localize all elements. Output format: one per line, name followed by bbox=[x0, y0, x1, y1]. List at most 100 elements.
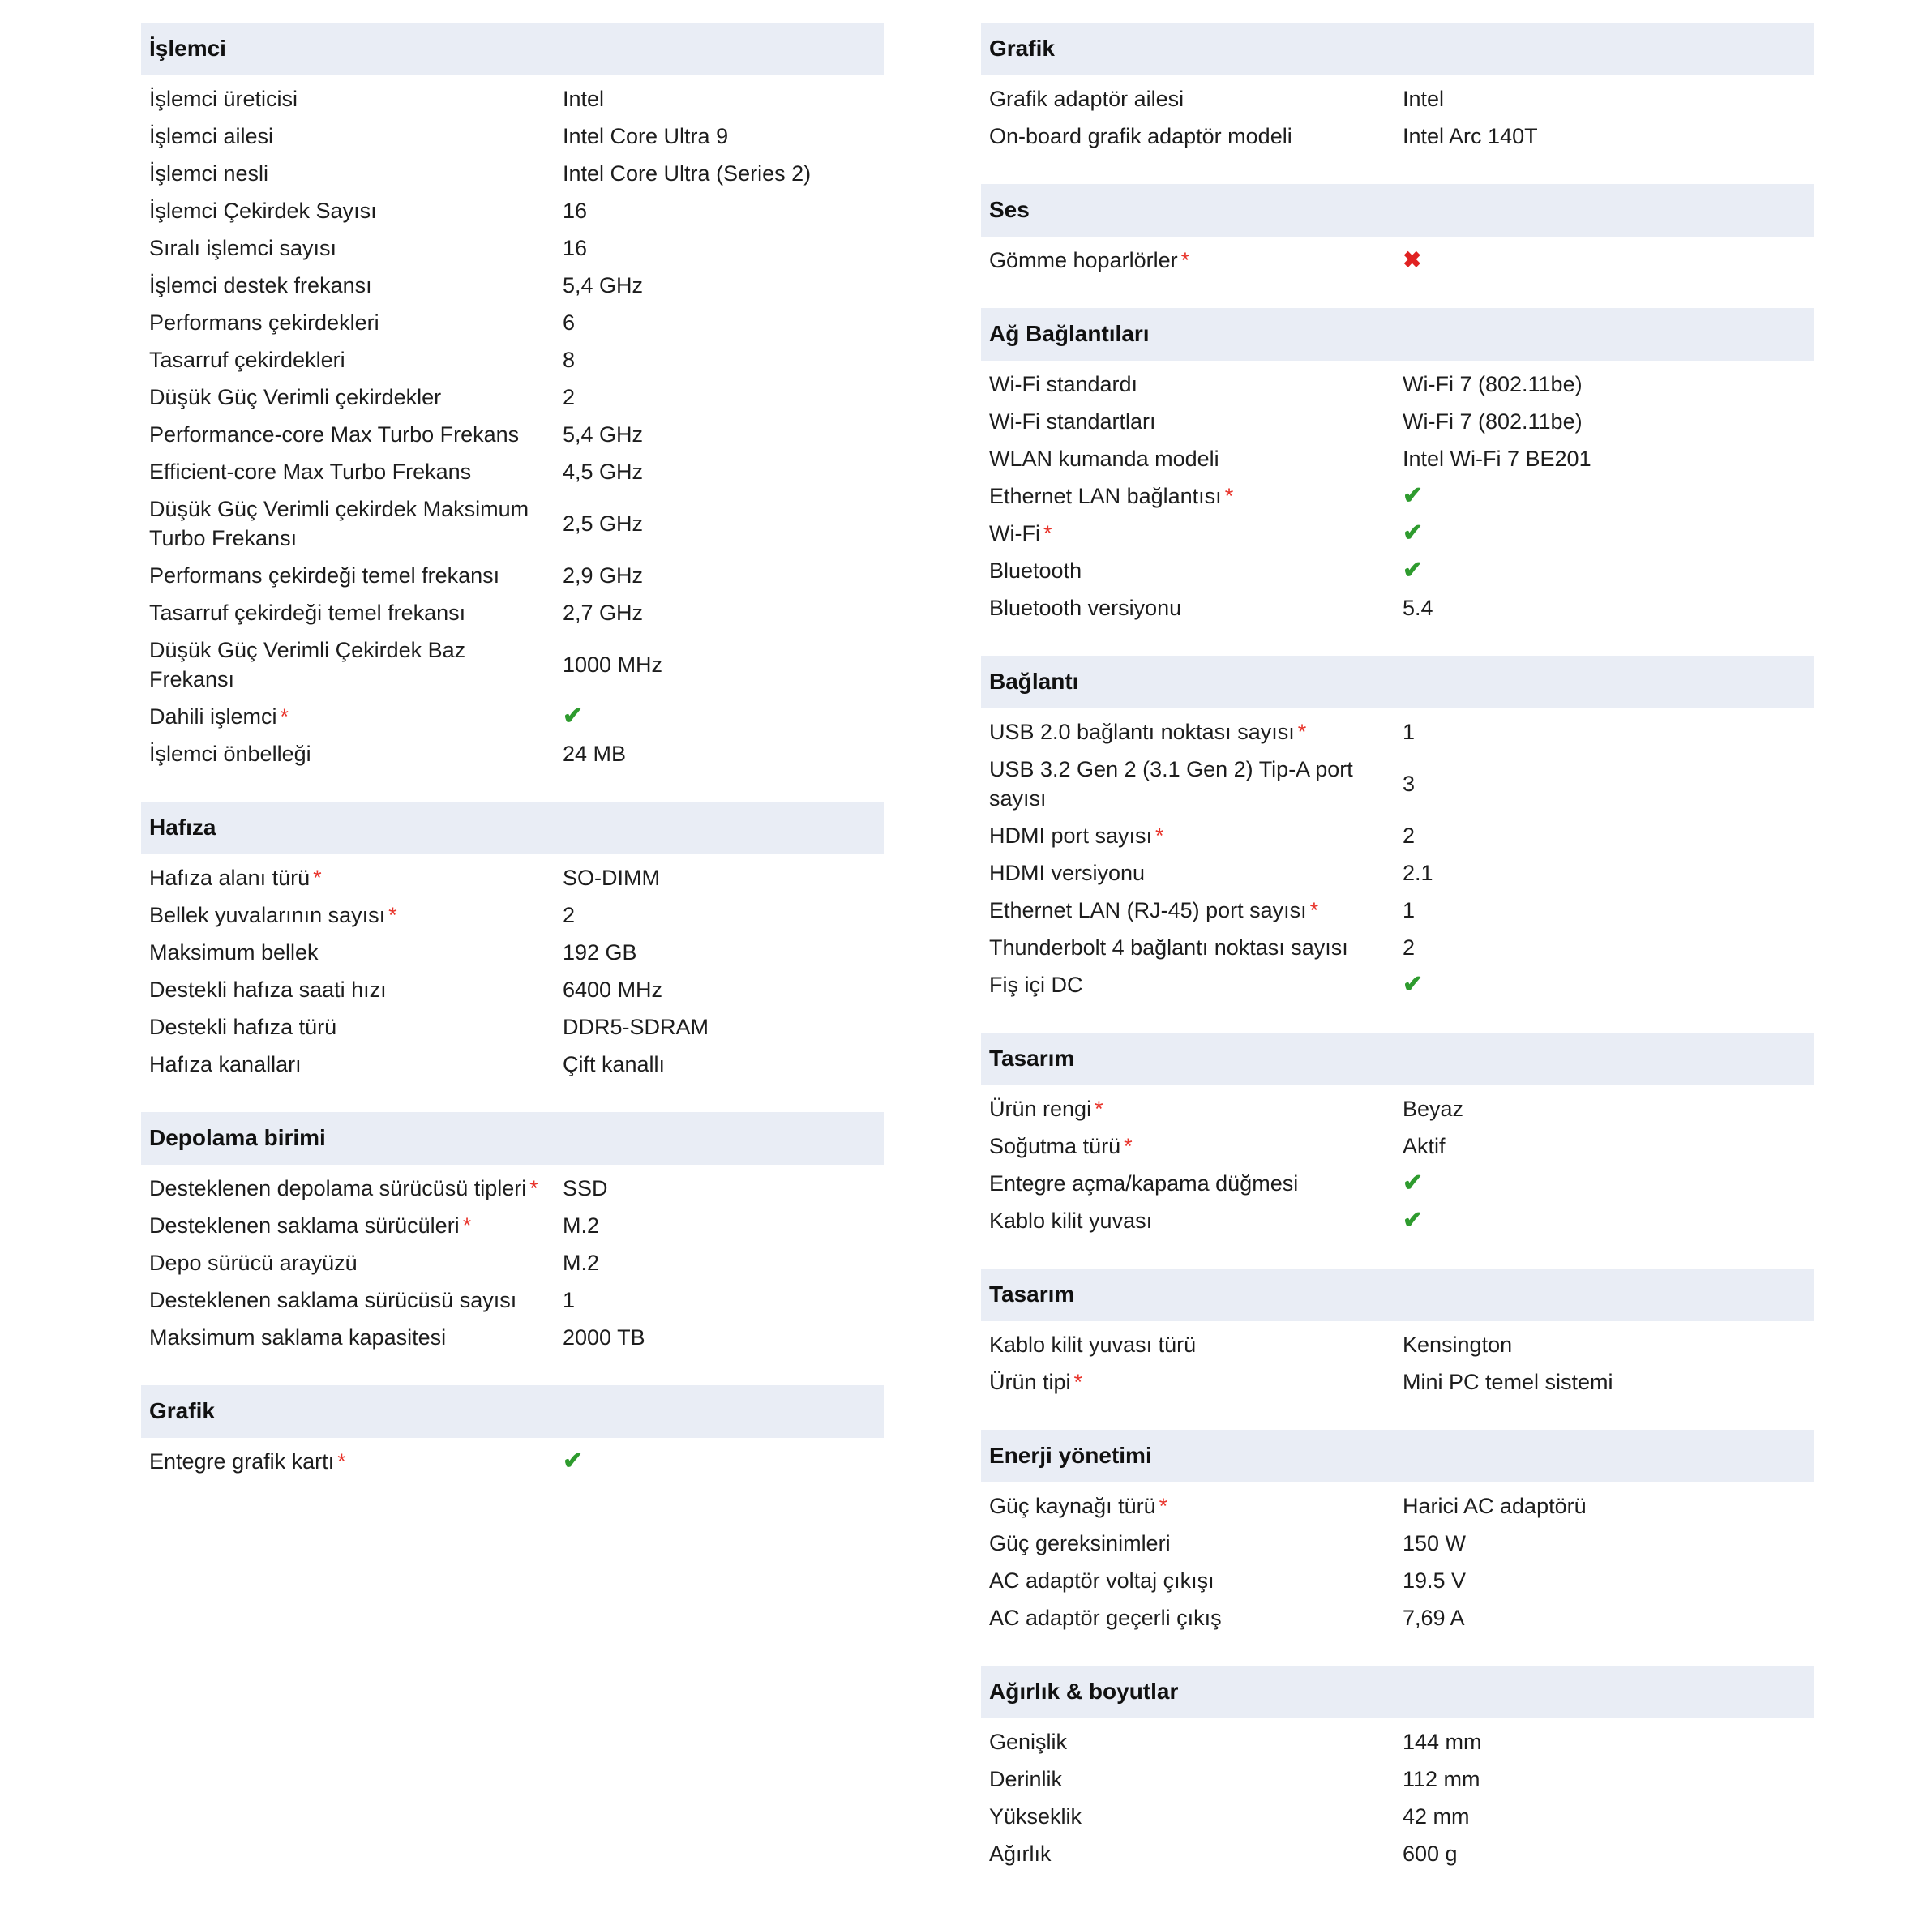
spec-label: HDMI versiyonu bbox=[989, 858, 1403, 888]
spec-label-text: Entegre grafik kartı bbox=[149, 1449, 335, 1474]
spec-label: USB 3.2 Gen 2 (3.1 Gen 2) Tip-A port say… bbox=[989, 755, 1403, 813]
spec-label-text: İşlemci nesli bbox=[149, 161, 269, 186]
spec-row: On-board grafik adaptör modeli Intel Arc … bbox=[981, 118, 1814, 155]
spec-section: Bağlantı USB 2.0 bağlantı noktası sayısı *… bbox=[981, 656, 1814, 1003]
check-icon: ✔ bbox=[563, 703, 584, 729]
spec-row: Yükseklik 42 mm bbox=[981, 1798, 1814, 1835]
spec-value-text: 2.1 bbox=[1403, 861, 1433, 885]
spec-value-text: 42 mm bbox=[1403, 1804, 1470, 1829]
spec-label: Wi-Fi * bbox=[989, 519, 1403, 548]
spec-row: İşlemci nesli Intel Core Ultra (Series 2) bbox=[141, 155, 884, 192]
spec-label: Yükseklik bbox=[989, 1802, 1403, 1831]
section-header: Bağlantı bbox=[981, 656, 1814, 708]
spec-label: Güç gereksinimleri bbox=[989, 1529, 1403, 1558]
spec-value-text: Kensington bbox=[1403, 1333, 1513, 1357]
spec-value-text: Aktif bbox=[1403, 1134, 1446, 1158]
spec-label: İşlemci ailesi bbox=[149, 122, 563, 151]
check-icon: ✔ bbox=[1403, 520, 1424, 546]
spec-value: Intel Arc 140T bbox=[1403, 122, 1806, 151]
spec-value: 1 bbox=[1403, 717, 1806, 747]
spec-label: USB 2.0 bağlantı noktası sayısı * bbox=[989, 717, 1403, 747]
spec-value: 6400 MHz bbox=[563, 975, 876, 1004]
spec-row: Sıralı işlemci sayısı 16 bbox=[141, 229, 884, 267]
spec-label-text: Genişlik bbox=[989, 1730, 1068, 1754]
spec-value: Çift kanallı bbox=[563, 1050, 876, 1079]
spec-value: Intel Core Ultra 9 bbox=[563, 122, 876, 151]
required-asterisk: * bbox=[1124, 1134, 1133, 1158]
spec-label: Sıralı işlemci sayısı bbox=[149, 233, 563, 263]
spec-row: İşlemci destek frekansı 5,4 GHz bbox=[141, 267, 884, 304]
spec-row: Hafıza alanı türü * SO-DIMM bbox=[141, 859, 884, 896]
spec-value: Intel Wi-Fi 7 BE201 bbox=[1403, 444, 1806, 473]
spec-value-text: 1 bbox=[563, 1288, 576, 1312]
section-header: Ağırlık & boyutlar bbox=[981, 1666, 1814, 1718]
required-asterisk: * bbox=[1297, 720, 1307, 744]
spec-value: Intel Core Ultra (Series 2) bbox=[563, 159, 876, 188]
spec-label-text: Dahili işlemci bbox=[149, 704, 277, 729]
section-header: Grafik bbox=[981, 23, 1814, 75]
spec-value: 19.5 V bbox=[1403, 1566, 1806, 1595]
spec-row: Performance-core Max Turbo Frekans 5,4 GH… bbox=[141, 416, 884, 453]
spec-value-text: 5,4 GHz bbox=[563, 273, 644, 297]
required-asterisk: * bbox=[1159, 1494, 1168, 1518]
spec-value-text: 112 mm bbox=[1403, 1767, 1480, 1791]
spec-row: Ethernet LAN bağlantısı * ✔ bbox=[981, 477, 1814, 515]
spec-label-text: Fiş içi DC bbox=[989, 973, 1083, 997]
spec-label: Destekli hafıza saati hızı bbox=[149, 975, 563, 1004]
spec-value: 5,4 GHz bbox=[563, 271, 876, 300]
spec-label: Ağırlık bbox=[989, 1839, 1403, 1868]
spec-value: SO-DIMM bbox=[563, 863, 876, 892]
spec-label-text: İşlemci üreticisi bbox=[149, 87, 298, 111]
spec-value-text: 19.5 V bbox=[1403, 1568, 1467, 1593]
spec-section: Grafik Grafik adaptör ailesi Intel On-board… bbox=[981, 23, 1814, 155]
section-header: Tasarım bbox=[981, 1269, 1814, 1321]
spec-value: 2.1 bbox=[1403, 858, 1806, 888]
spec-value: M.2 bbox=[563, 1248, 876, 1277]
spec-label: Fiş içi DC bbox=[989, 970, 1403, 999]
spec-value-text: 2,7 GHz bbox=[563, 601, 644, 625]
spec-value: 7,69 A bbox=[1403, 1603, 1806, 1632]
spec-row: Ethernet LAN (RJ-45) port sayısı * 1 bbox=[981, 892, 1814, 929]
spec-value: 6 bbox=[563, 308, 876, 337]
spec-label: AC adaptör geçerli çıkış bbox=[989, 1603, 1403, 1632]
spec-table: İşlemci İşlemci üreticisi Intel İşlemci ail… bbox=[141, 23, 1814, 1872]
spec-value-text: 150 W bbox=[1403, 1531, 1467, 1555]
spec-row: Dahili işlemci * ✔ bbox=[141, 698, 884, 735]
spec-label-text: USB 2.0 bağlantı noktası sayısı bbox=[989, 720, 1295, 744]
spec-row: Tasarruf çekirdekleri 8 bbox=[141, 341, 884, 379]
spec-label-text: Düşük Güç Verimli çekirdek Maksimum Turb… bbox=[149, 497, 529, 550]
spec-value: 42 mm bbox=[1403, 1802, 1806, 1831]
spec-row: Maksimum saklama kapasitesi 2000 TB bbox=[141, 1319, 884, 1356]
spec-label: Kablo kilit yuvası bbox=[989, 1206, 1403, 1235]
spec-value: ✖ bbox=[1403, 246, 1806, 275]
spec-value-text: Intel bbox=[1403, 87, 1445, 111]
required-asterisk: * bbox=[1073, 1370, 1083, 1394]
spec-label: Wi-Fi standartları bbox=[989, 407, 1403, 436]
spec-label-text: Desteklenen saklama sürücüsü sayısı bbox=[149, 1288, 517, 1312]
spec-value: ✔ bbox=[1403, 481, 1806, 511]
spec-section: Ağ Bağlantıları Wi-Fi standardı Wi-Fi 7 (8… bbox=[981, 308, 1814, 627]
spec-value-text: SO-DIMM bbox=[563, 866, 660, 890]
spec-label-text: WLAN kumanda modeli bbox=[989, 447, 1219, 471]
spec-label-text: Efficient-core Max Turbo Frekans bbox=[149, 460, 472, 484]
spec-value-text: 6 bbox=[563, 310, 576, 335]
section-header: Depolama birimi bbox=[141, 1112, 884, 1165]
spec-label: Düşük Güç Verimli çekirdek Maksimum Turb… bbox=[149, 494, 563, 553]
spec-row: Kablo kilit yuvası ✔ bbox=[981, 1202, 1814, 1239]
spec-row: HDMI versiyonu 2.1 bbox=[981, 854, 1814, 892]
spec-row: Tasarruf çekirdeği temel frekansı 2,7 GHz bbox=[141, 594, 884, 631]
spec-row: Gömme hoparlörler * ✖ bbox=[981, 242, 1814, 279]
spec-value-text: 2,5 GHz bbox=[563, 511, 644, 536]
spec-value: 112 mm bbox=[1403, 1765, 1806, 1794]
section-header: Ses bbox=[981, 184, 1814, 237]
spec-label: Ürün tipi * bbox=[989, 1367, 1403, 1397]
spec-row: Genişlik 144 mm bbox=[981, 1723, 1814, 1761]
spec-label: İşlemci Çekirdek Sayısı bbox=[149, 196, 563, 225]
section-rows: Kablo kilit yuvası türü Kensington Ürün ti… bbox=[981, 1321, 1814, 1401]
spec-row: Maksimum bellek 192 GB bbox=[141, 934, 884, 971]
check-icon: ✔ bbox=[1403, 1207, 1424, 1234]
spec-label: Kablo kilit yuvası türü bbox=[989, 1330, 1403, 1359]
required-asterisk: * bbox=[1043, 521, 1052, 545]
spec-row: Ağırlık 600 g bbox=[981, 1835, 1814, 1872]
section-header: Enerji yönetimi bbox=[981, 1430, 1814, 1482]
